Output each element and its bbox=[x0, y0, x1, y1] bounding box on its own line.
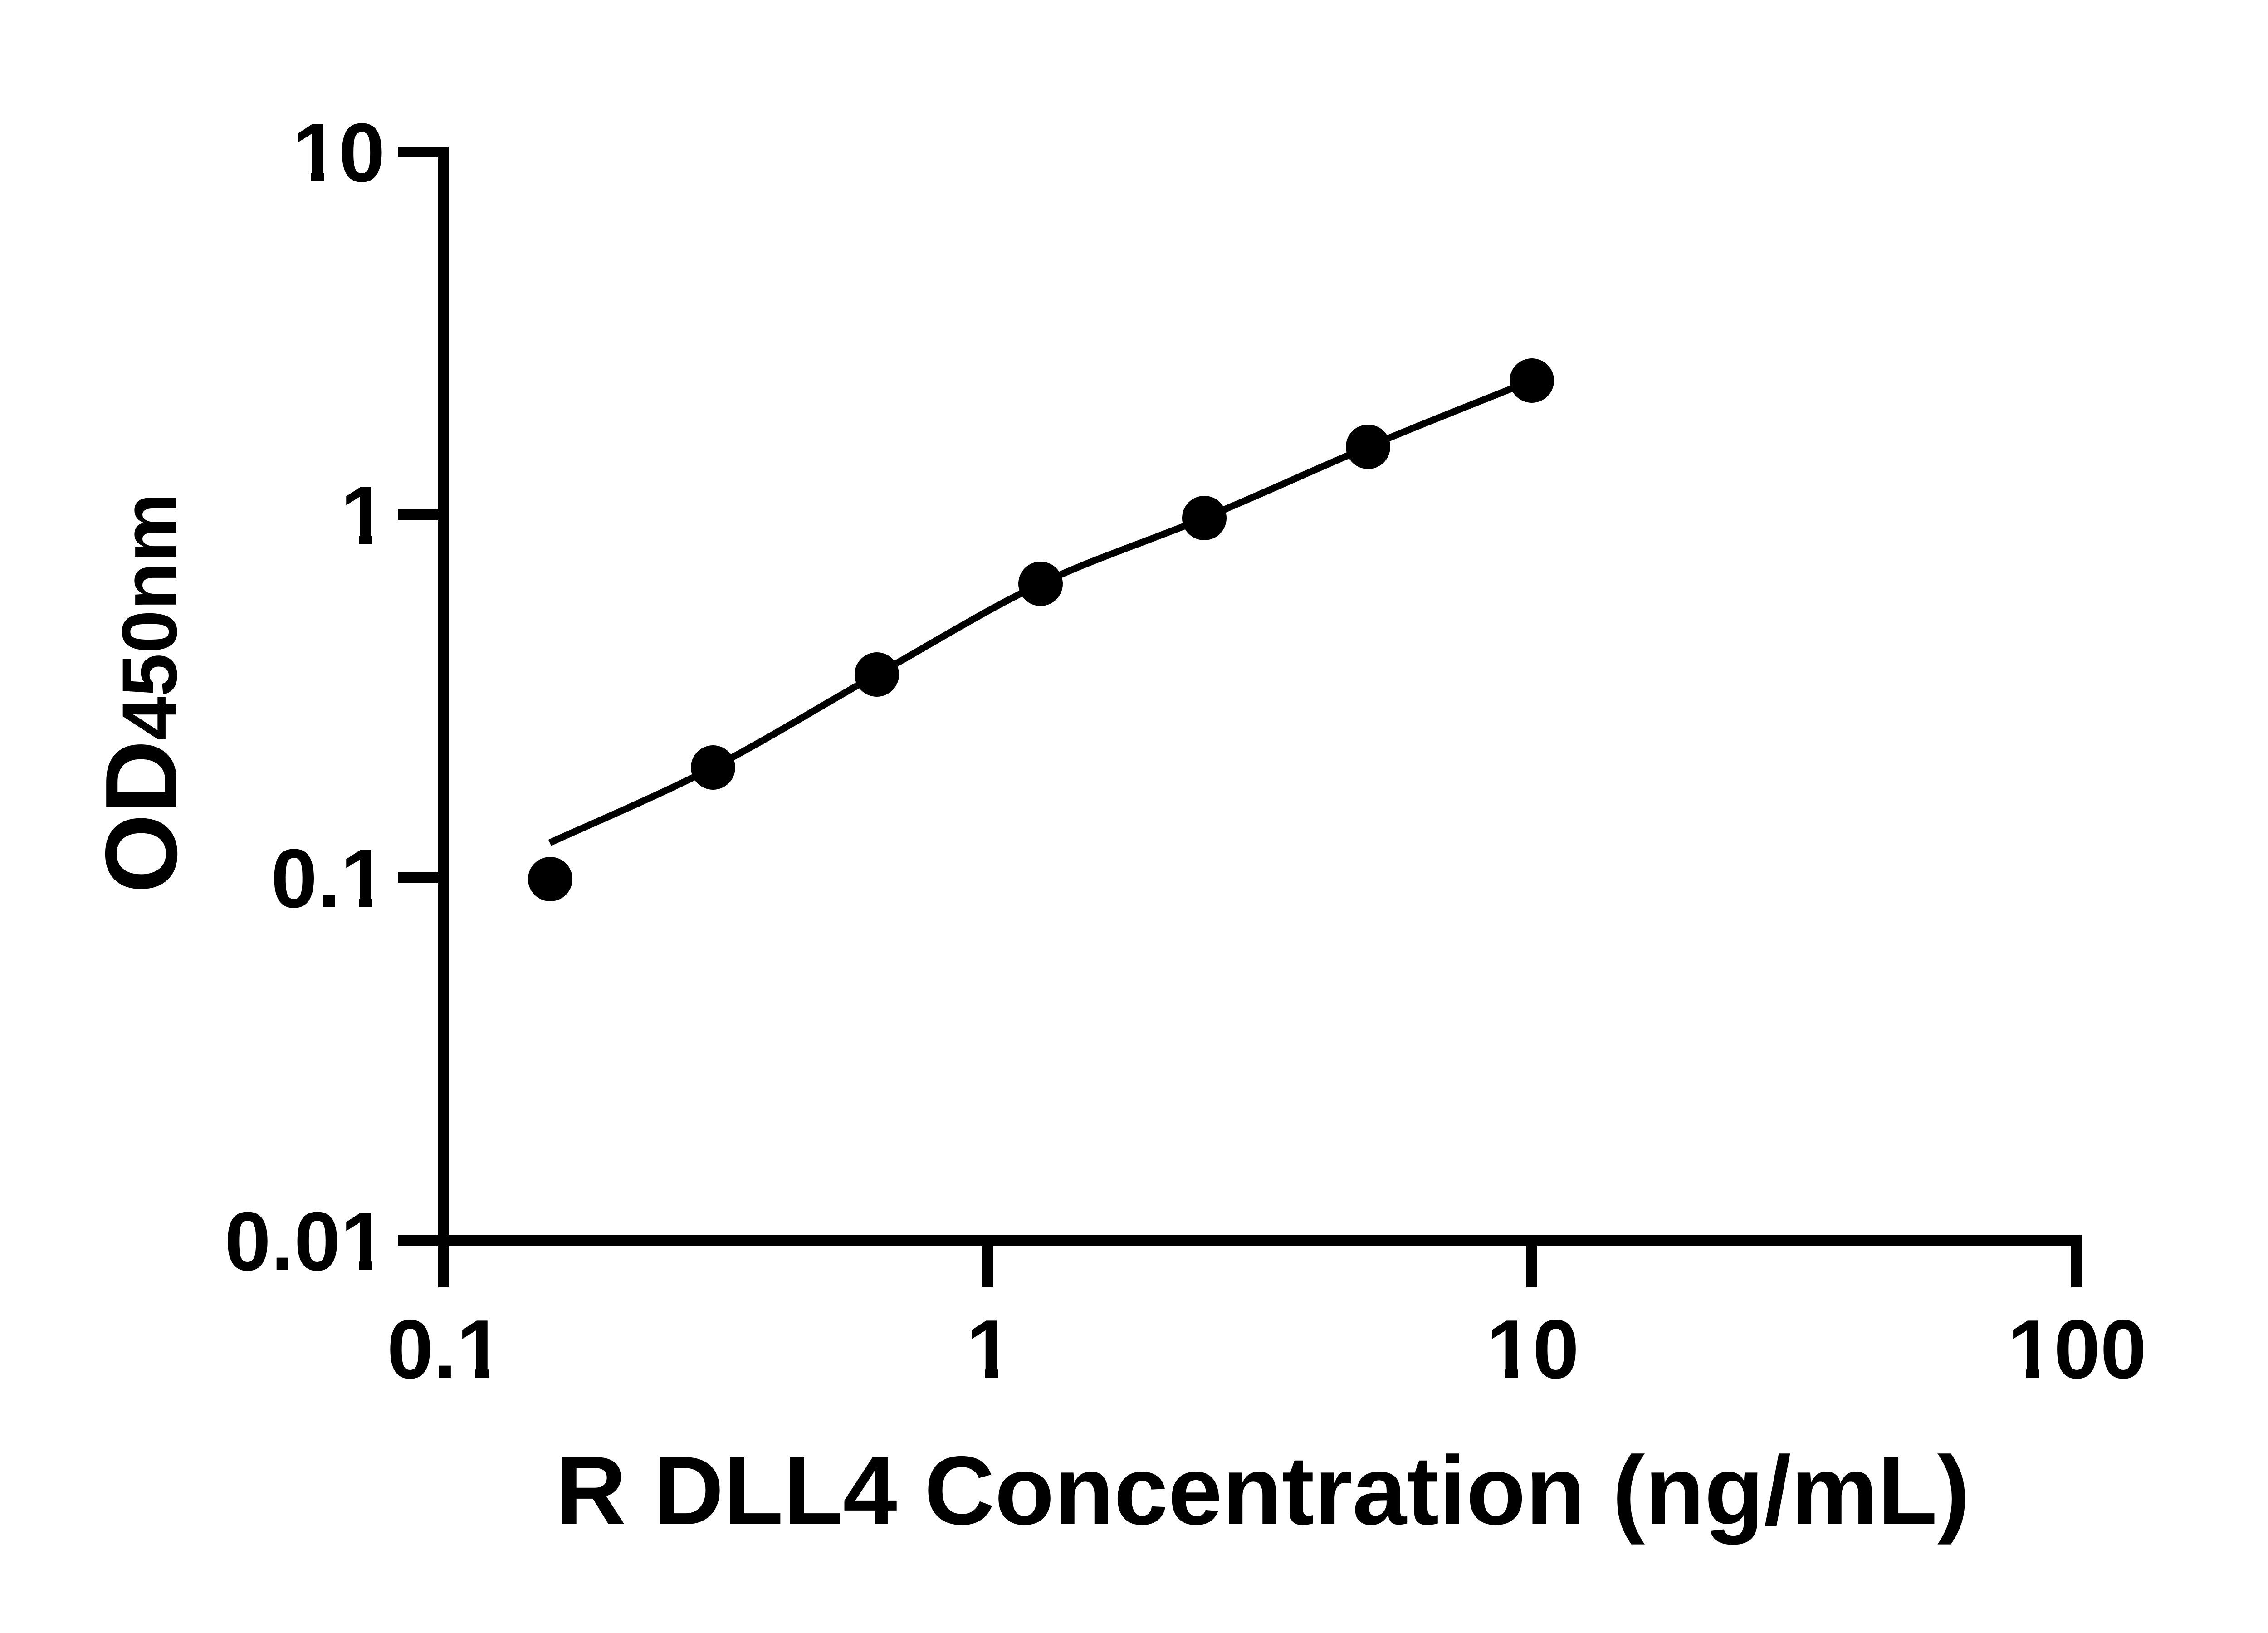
svg-text:0.1: 0.1 bbox=[387, 1302, 503, 1396]
svg-text:100: 100 bbox=[2008, 1302, 2147, 1396]
svg-text:1: 1 bbox=[966, 1302, 1012, 1396]
svg-text:10: 10 bbox=[1486, 1302, 1579, 1396]
svg-text:R DLL4 Concentration (ng/mL): R DLL4 Concentration (ng/mL) bbox=[556, 1436, 1970, 1545]
svg-text:OD450nm: OD450nm bbox=[84, 493, 198, 893]
svg-text:10: 10 bbox=[292, 106, 385, 199]
svg-text:1: 1 bbox=[341, 469, 387, 562]
svg-text:0.01: 0.01 bbox=[225, 1194, 387, 1288]
svg-text:0.1: 0.1 bbox=[271, 831, 387, 925]
